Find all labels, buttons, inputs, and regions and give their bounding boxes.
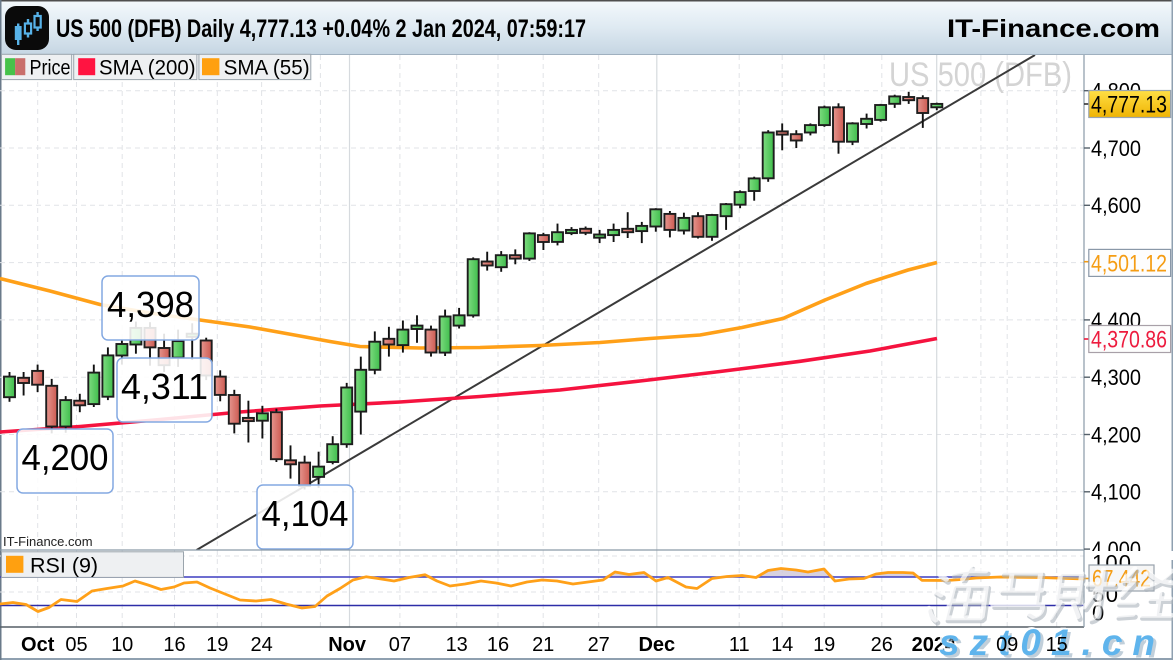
svg-text:4,777.13: 4,777.13 — [1091, 92, 1167, 119]
svg-text:Nov: Nov — [328, 634, 367, 656]
svg-text:05: 05 — [65, 634, 87, 656]
svg-text:15: 15 — [1046, 634, 1068, 656]
svg-text:Dec: Dec — [638, 634, 675, 656]
svg-text:27: 27 — [588, 634, 610, 656]
svg-text:4,100: 4,100 — [1091, 480, 1141, 505]
svg-text:4,104: 4,104 — [262, 493, 349, 534]
svg-text:09: 09 — [996, 634, 1018, 656]
svg-text:4,200: 4,200 — [1091, 422, 1141, 447]
svg-text:07: 07 — [389, 634, 411, 656]
svg-text:Oct: Oct — [21, 634, 55, 656]
svg-text:szt01.cn: szt01.cn — [939, 622, 1165, 660]
svg-text:10: 10 — [111, 634, 133, 656]
svg-text:13: 13 — [446, 634, 468, 656]
svg-text:4,311: 4,311 — [121, 366, 208, 407]
svg-text:4,398: 4,398 — [107, 284, 194, 325]
svg-text:RSI (9): RSI (9) — [30, 553, 98, 577]
svg-text:16: 16 — [487, 634, 509, 656]
svg-text:14: 14 — [771, 634, 793, 656]
svg-text:19: 19 — [206, 634, 228, 656]
svg-text:IT-Finance.com: IT-Finance.com — [3, 534, 93, 549]
svg-text:4,501.12: 4,501.12 — [1091, 250, 1167, 277]
svg-text:IT-Finance.com: IT-Finance.com — [947, 15, 1160, 43]
svg-text:4,370.86: 4,370.86 — [1091, 326, 1167, 353]
svg-text:szt01.cn: szt01.cn — [942, 625, 1168, 660]
svg-text:4,300: 4,300 — [1091, 365, 1141, 390]
svg-text:SMA (200): SMA (200) — [99, 56, 196, 80]
svg-text:4,600: 4,600 — [1091, 193, 1141, 218]
svg-text:Price: Price — [30, 56, 71, 80]
svg-text:21: 21 — [532, 634, 554, 656]
svg-text:szt01.cn: szt01.cn — [937, 620, 1163, 660]
svg-text:11: 11 — [729, 634, 750, 656]
svg-text:US 500 (DFB) Daily 4,777.13 +0: US 500 (DFB) Daily 4,777.13 +0.04% 2 Jan… — [56, 15, 586, 43]
svg-text:4,700: 4,700 — [1091, 136, 1141, 161]
svg-text:2024: 2024 — [912, 634, 957, 656]
svg-text:19: 19 — [813, 634, 835, 656]
svg-text:4,200: 4,200 — [22, 437, 109, 478]
svg-text:SMA (55): SMA (55) — [224, 56, 310, 80]
svg-text:26: 26 — [871, 634, 893, 656]
svg-text:16: 16 — [163, 634, 185, 656]
svg-text:24: 24 — [250, 634, 272, 656]
